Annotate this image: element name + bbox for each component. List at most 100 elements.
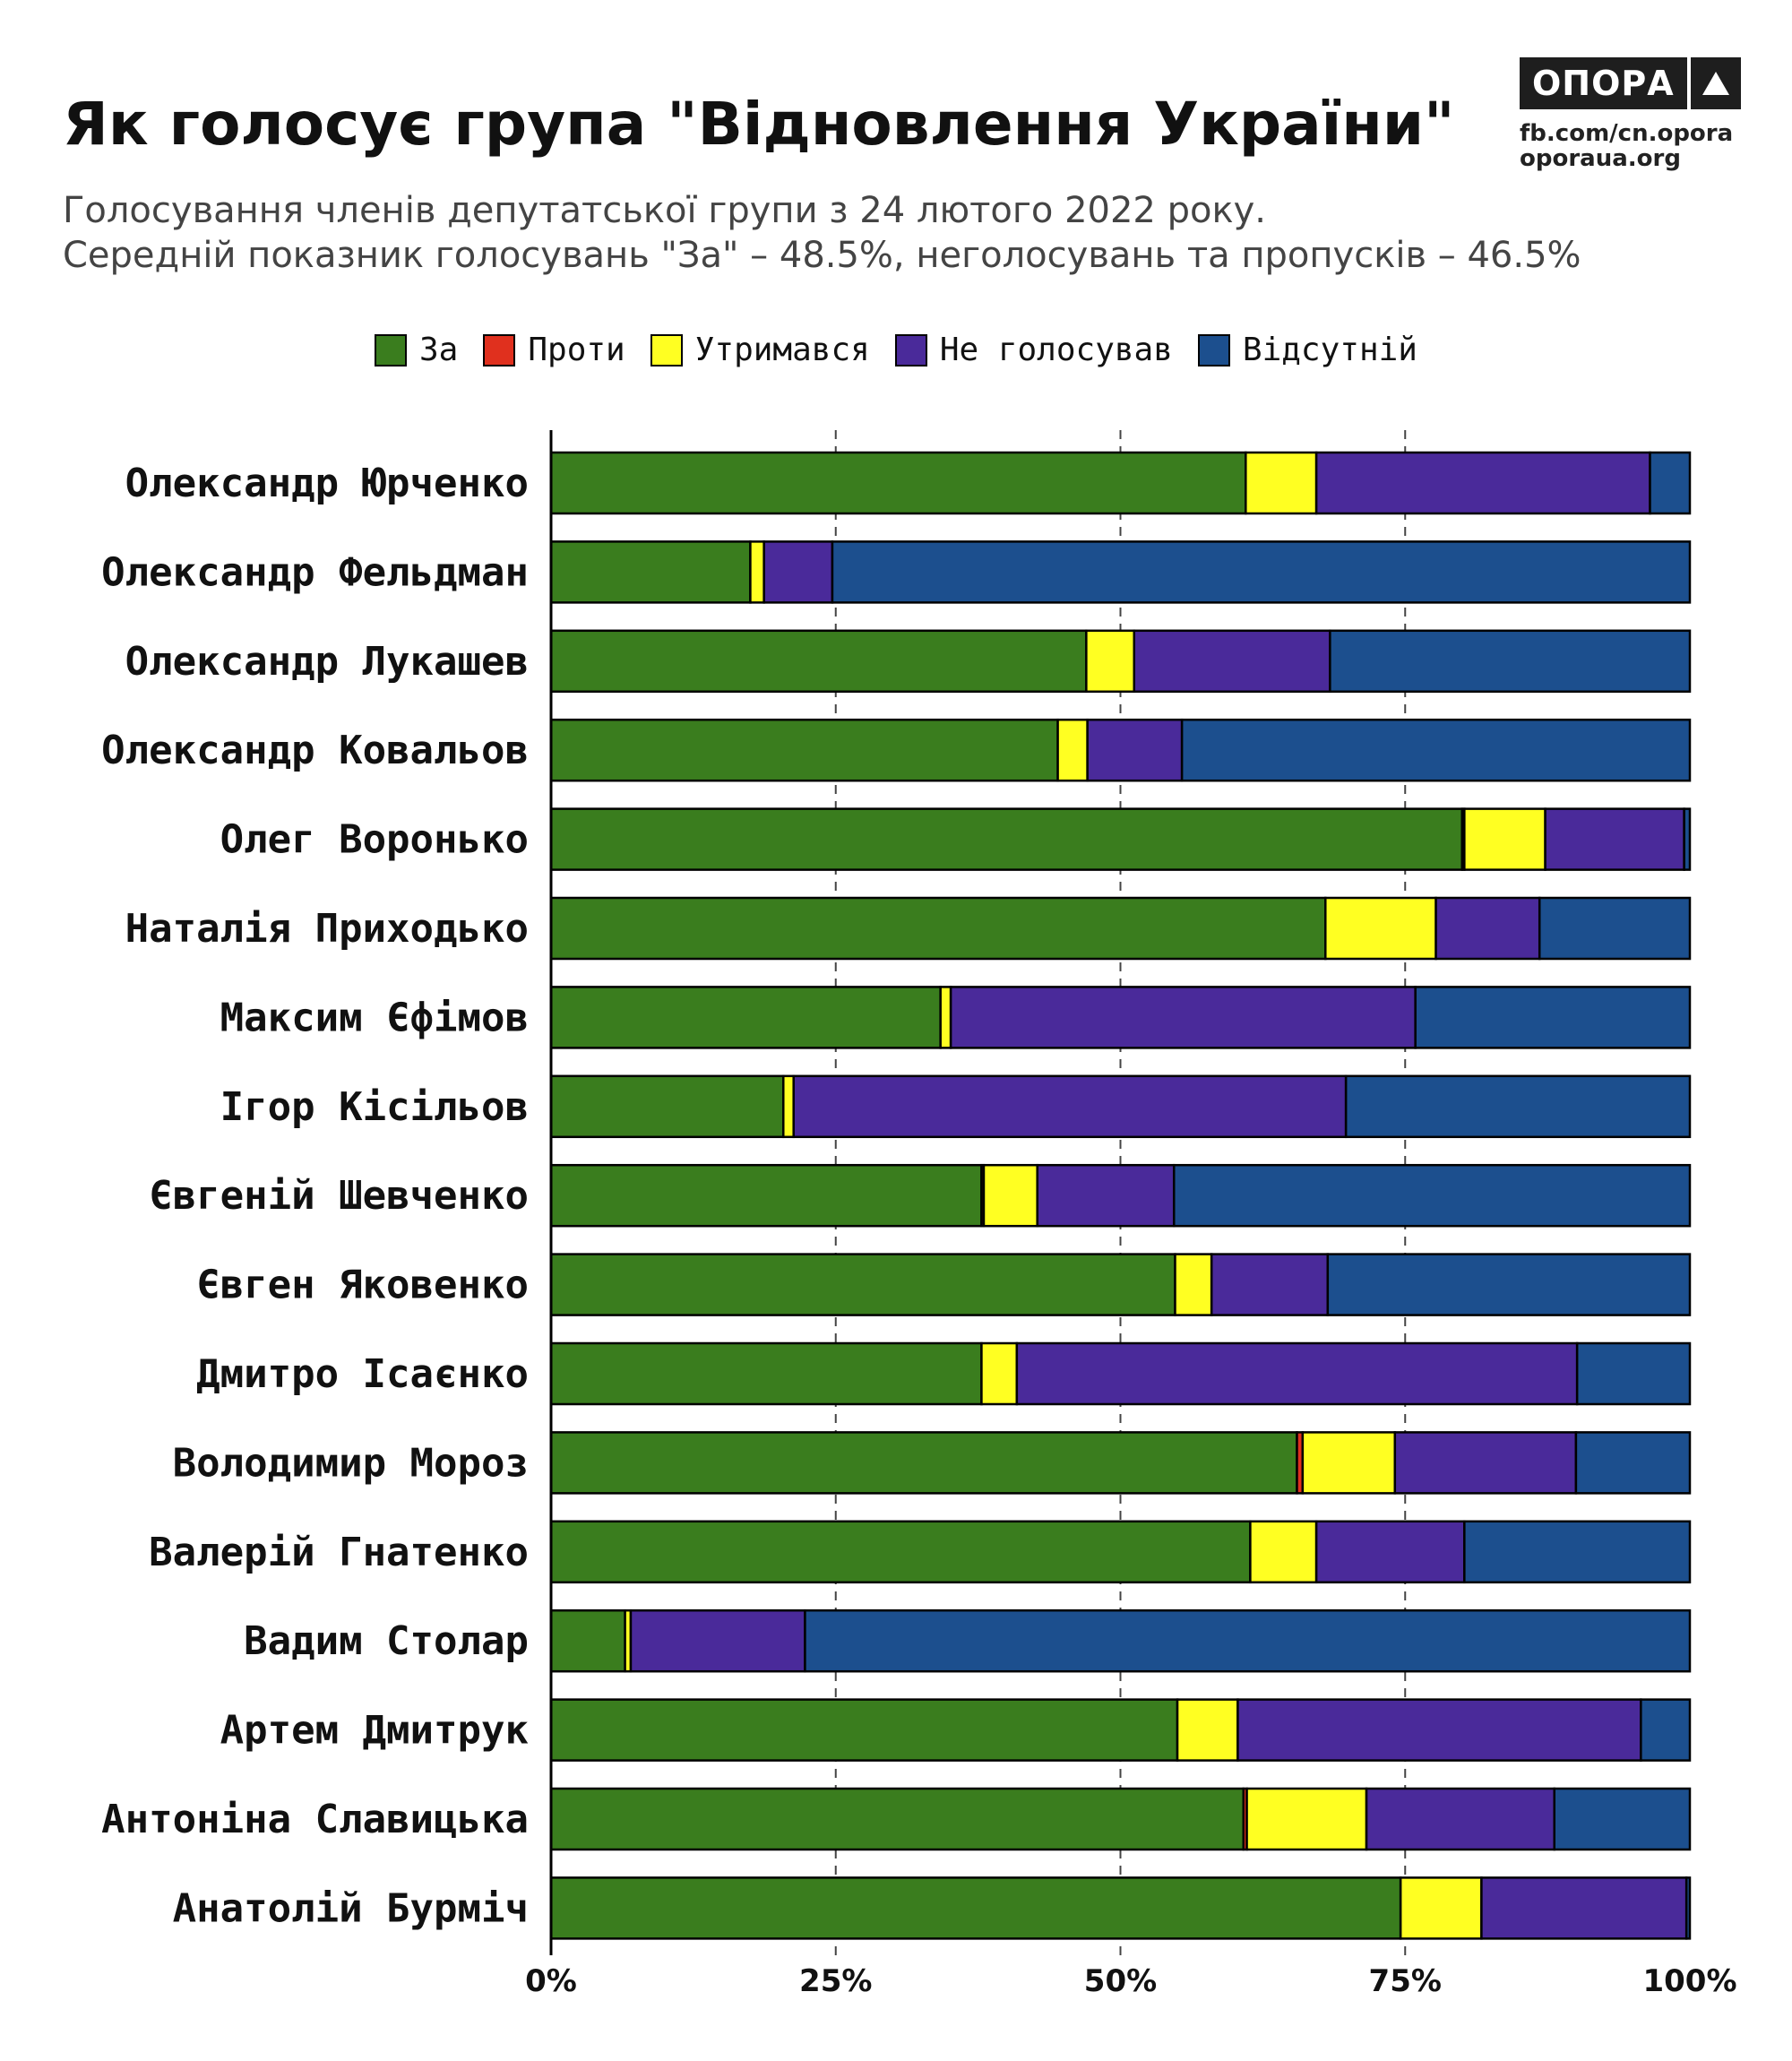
bar-row (549, 1341, 1692, 1406)
brand-facebook-link: fb.com/cn.opora (1520, 120, 1734, 147)
y-tick-label: Олег Воронько (220, 817, 529, 863)
legend-item: Не голосував (894, 332, 1173, 368)
bar-segment (1180, 718, 1692, 782)
bar-segment (1365, 1787, 1556, 1851)
bar-row (549, 1253, 1692, 1316)
bar-segment (982, 1163, 1038, 1228)
legend-swatch (375, 333, 407, 366)
bar-row (549, 896, 1692, 961)
y-tick-label: Олександр Юрченко (125, 461, 529, 506)
bar-segment (762, 540, 834, 604)
x-tick-label: 0% (525, 1963, 577, 1999)
bar-segment (1324, 896, 1437, 961)
bar-segment (782, 1074, 795, 1139)
bar-segment (1463, 807, 1546, 871)
y-tick-label: Артем Дмитрук (220, 1708, 529, 1754)
bar-segment (549, 540, 752, 604)
bar-segment (1399, 1876, 1483, 1940)
y-tick-label: Олександр Фельдман (101, 549, 529, 595)
bar-row (549, 1698, 1692, 1762)
bar-segment (549, 986, 942, 1049)
brand-website-link: oporaua.org (1520, 145, 1681, 172)
bar-row (549, 718, 1692, 782)
legend-item: Проти (483, 332, 625, 368)
chart-legend: За Проти Утримався Не голосував Відсутній (0, 332, 1792, 368)
bar-segment (549, 1608, 626, 1673)
bar-segment (939, 986, 952, 1049)
bar-row (549, 1876, 1692, 1940)
bar-segment (1086, 718, 1184, 782)
bar-segment (549, 1787, 1245, 1851)
bar-segment (549, 1698, 1179, 1762)
legend-item: Утримався (650, 332, 870, 368)
bar-row (549, 807, 1692, 871)
bar-segment (1329, 629, 1692, 694)
bar-segment (980, 1341, 1019, 1406)
bar-segment (1085, 629, 1136, 694)
bar-row (549, 1787, 1692, 1851)
y-tick-label: Вадим Столар (244, 1618, 529, 1664)
bar-row (549, 629, 1692, 694)
bar-segment (1480, 1876, 1688, 1940)
bar-segment (949, 986, 1417, 1049)
bar-segment (1414, 986, 1692, 1049)
bar-segment (1575, 1341, 1692, 1406)
legend-swatch (894, 333, 927, 366)
bar-segment (804, 1608, 1692, 1673)
y-tick-label: Дмитро Ісаєнко (196, 1351, 529, 1397)
bar-segment (549, 1876, 1402, 1940)
bar-segment (549, 807, 1464, 871)
legend-swatch (650, 333, 683, 366)
x-tick-label: 50% (1084, 1963, 1157, 1999)
bar-row (549, 540, 1692, 604)
bar-segment (1538, 896, 1692, 961)
chart-title: Як голосує група "Відновлення України" (63, 90, 1455, 159)
bar-segment (549, 718, 1059, 782)
y-tick-label: Анатолій Бурміч (173, 1885, 529, 1931)
x-tick-label: 75% (1369, 1963, 1442, 1999)
bar-segment (1176, 1698, 1239, 1762)
legend-label: Відсутній (1242, 332, 1417, 368)
legend-swatch (483, 333, 516, 366)
bar-segment (1683, 807, 1692, 871)
bar-segment (831, 540, 1692, 604)
bar-segment (549, 896, 1327, 961)
bar-segment (1133, 629, 1331, 694)
bar-row (549, 986, 1692, 1049)
bar-segment (549, 1074, 785, 1139)
bar-segment (1649, 451, 1692, 515)
bar-segment (1236, 1698, 1642, 1762)
bar-segment (1245, 1787, 1368, 1851)
y-tick-label: Ігор Кісільов (220, 1084, 529, 1130)
bar-row (549, 1608, 1692, 1673)
y-tick-label: Євген Яковенко (196, 1263, 529, 1308)
bar-segment (1684, 1876, 1692, 1940)
legend-label: Не голосував (939, 332, 1173, 368)
bar-segment (549, 1341, 983, 1406)
bar-segment (1344, 1074, 1692, 1139)
bar-segment (749, 540, 765, 604)
bar-segment (1015, 1341, 1579, 1406)
brand-name: ОПОРА (1520, 57, 1687, 109)
x-tick-label: 25% (799, 1963, 872, 1999)
bar-segment (1314, 1520, 1466, 1584)
bar-row (549, 1520, 1692, 1584)
bar-segment (1393, 1431, 1578, 1495)
bar-row (549, 451, 1692, 515)
bar-segment (1036, 1163, 1176, 1228)
bar-segment (1174, 1253, 1213, 1316)
bar-segment (549, 1520, 1252, 1584)
bar-segment (1056, 718, 1089, 782)
bar-segment (1574, 1431, 1692, 1495)
bar-segment (1210, 1253, 1330, 1316)
bar-segment (549, 629, 1088, 694)
bar-segment (1434, 896, 1541, 961)
bar-segment (1326, 1253, 1692, 1316)
legend-item: За (375, 332, 458, 368)
bar-segment (1301, 1431, 1397, 1495)
triangle-logo-icon (1690, 57, 1741, 109)
chart-subtitle-line2: Середній показник голосувань "За" – 48.5… (63, 235, 1581, 276)
bar-segment (549, 1253, 1176, 1316)
bar-segment (1553, 1787, 1692, 1851)
